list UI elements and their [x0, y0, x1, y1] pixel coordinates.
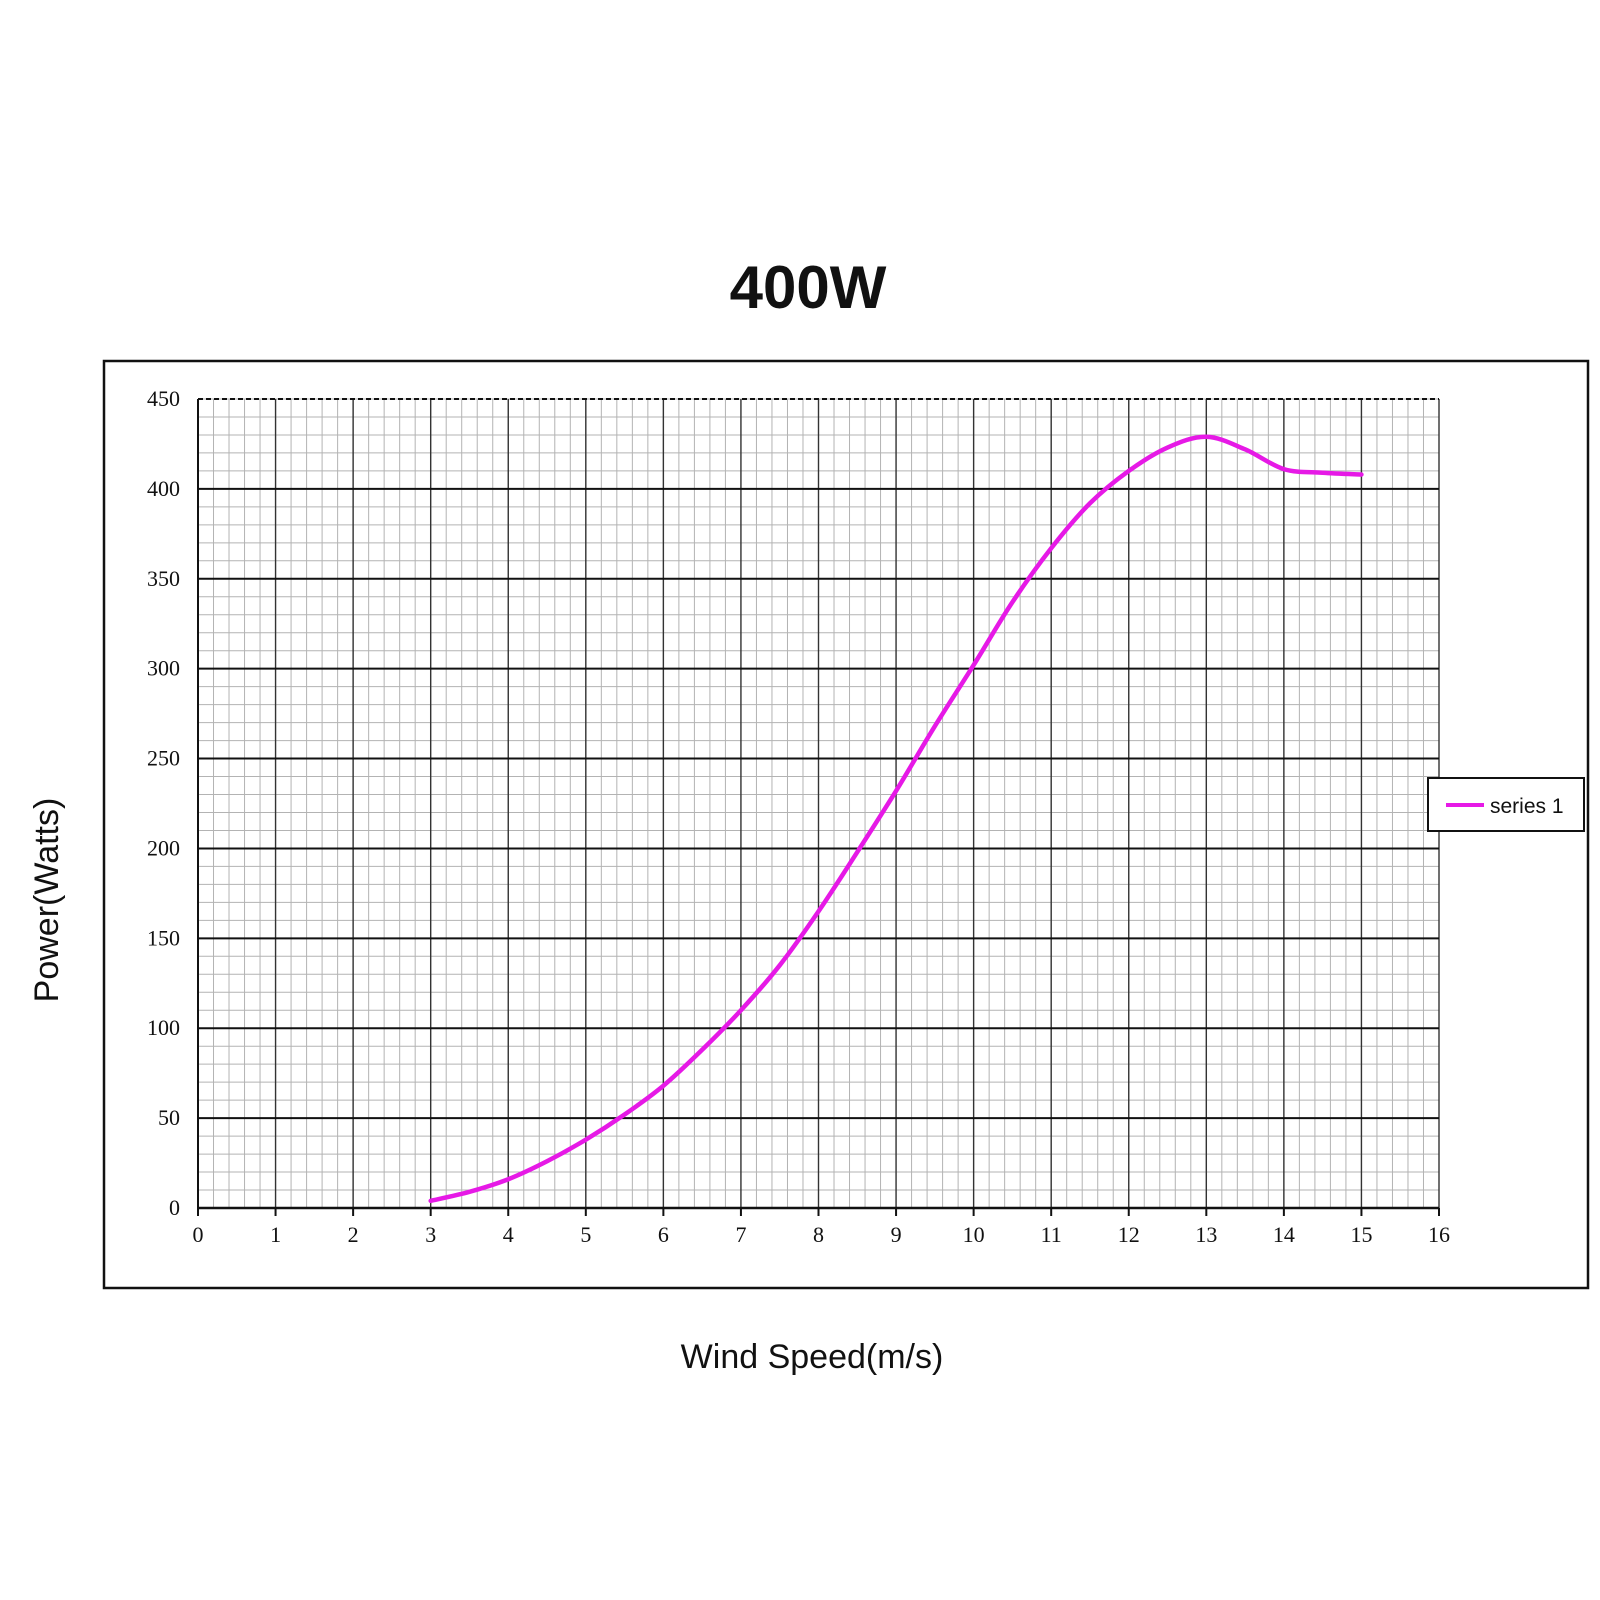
y-tick-label: 100	[147, 1015, 180, 1040]
series-layer	[428, 434, 1364, 1204]
axes	[197, 399, 1440, 1216]
x-tick-label: 8	[813, 1222, 824, 1247]
x-tick-label: 3	[425, 1222, 436, 1247]
y-tick-label: 450	[147, 386, 180, 411]
y-tick-labels: 0 50 100 150 200 250 300 350 400 450	[147, 386, 180, 1220]
x-tick-label: 1	[270, 1222, 281, 1247]
y-tick-label: 350	[147, 566, 180, 591]
y-tick-label: 300	[147, 656, 180, 681]
legend-label: series 1	[1490, 795, 1564, 818]
x-tick-label: 13	[1195, 1222, 1217, 1247]
y-tick-label: 150	[147, 925, 180, 950]
x-tick-label: 6	[658, 1222, 669, 1247]
y-axis-title: Power(Watts)	[28, 798, 66, 1003]
x-tick-label: 4	[503, 1222, 514, 1247]
chart-title: 400W	[730, 254, 887, 321]
x-tick-label: 15	[1350, 1222, 1372, 1247]
series-line	[428, 434, 1364, 1204]
y-tick-label: 50	[158, 1105, 180, 1130]
y-tick-label: 200	[147, 835, 180, 860]
y-tick-label: 400	[147, 476, 180, 501]
x-tick-label: 10	[963, 1222, 985, 1247]
x-tick-label: 9	[891, 1222, 902, 1247]
x-tick-label: 12	[1118, 1222, 1140, 1247]
y-tick-label: 250	[147, 746, 180, 771]
x-tick-label: 0	[193, 1222, 204, 1247]
x-tick-labels: 0 1 2 3 4 5 6 7 8 9 10 11 12 13 14 15 16	[193, 1222, 1451, 1247]
legend: series 1	[1427, 777, 1585, 832]
x-tick-label: 16	[1428, 1222, 1450, 1247]
x-tick-label: 11	[1041, 1222, 1062, 1247]
x-tick-label: 5	[580, 1222, 591, 1247]
y-tick-label: 0	[169, 1195, 180, 1220]
x-axis-title: Wind Speed(m/s)	[681, 1338, 944, 1376]
x-tick-label: 2	[348, 1222, 359, 1247]
x-tick-label: 14	[1273, 1222, 1295, 1247]
plot-frame	[102, 359, 1590, 1290]
x-tick-label: 7	[735, 1222, 746, 1247]
